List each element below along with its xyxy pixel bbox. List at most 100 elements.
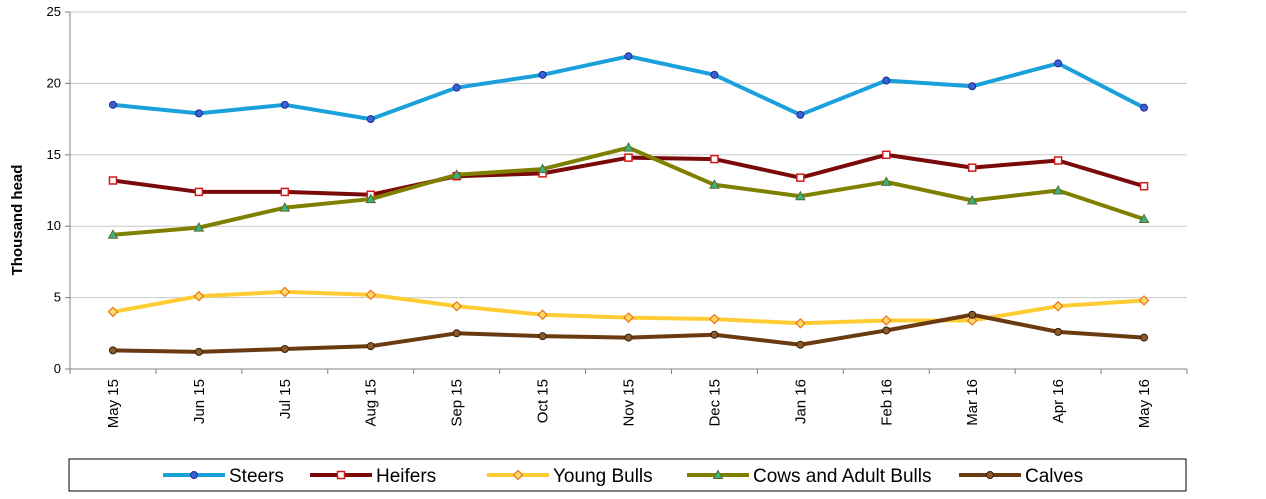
data-point xyxy=(710,154,719,164)
data-point xyxy=(966,315,978,326)
data-point xyxy=(365,289,377,301)
data-point xyxy=(194,347,203,356)
data-point xyxy=(880,315,892,326)
x-tick-label: Jul 15 xyxy=(277,379,294,419)
data-point xyxy=(190,471,198,479)
legend-label: Calves xyxy=(1025,466,1083,487)
y-axis-title: Thousand head xyxy=(9,165,26,276)
series-group xyxy=(107,52,1150,356)
x-tick-label: Jan 16 xyxy=(792,379,809,424)
x-tick-label: Feb 16 xyxy=(878,379,895,426)
y-tick-label: 10 xyxy=(47,218,61,233)
data-point xyxy=(1138,213,1150,224)
x-tick-label: Apr 16 xyxy=(1050,379,1067,423)
x-tick-label: May 15 xyxy=(105,379,122,428)
x-tick-label: Dec 15 xyxy=(706,379,723,427)
data-point xyxy=(280,187,290,197)
data-point xyxy=(623,142,634,152)
data-point xyxy=(538,70,547,79)
data-point xyxy=(794,190,806,201)
y-tick-label: 25 xyxy=(47,4,61,19)
data-point xyxy=(709,313,720,325)
legend-label: Young Bulls xyxy=(553,466,653,487)
data-point xyxy=(1054,59,1063,68)
data-point xyxy=(512,469,524,481)
data-point xyxy=(194,109,203,118)
legend-label: Cows and Adult Bulls xyxy=(753,466,932,487)
x-tick-label: Oct 15 xyxy=(535,379,552,423)
data-point xyxy=(880,176,892,186)
data-point xyxy=(107,306,119,318)
x-tick-label: Mar 16 xyxy=(964,379,981,426)
data-point xyxy=(1052,184,1064,195)
series-heifers xyxy=(108,150,1149,200)
data-point xyxy=(624,52,633,61)
data-point xyxy=(796,173,805,182)
y-tick-label: 5 xyxy=(54,290,61,305)
data-point xyxy=(1140,103,1149,112)
data-point xyxy=(1054,327,1063,336)
data-point xyxy=(279,202,291,212)
y-tick-label: 0 xyxy=(54,361,61,376)
data-point xyxy=(1052,300,1064,312)
data-point xyxy=(194,187,204,197)
x-tick-label: Nov 15 xyxy=(621,379,638,427)
legend: Steers Heifers Young Bulls Cows and Adult B… xyxy=(68,458,1187,492)
data-point xyxy=(968,310,977,319)
data-point xyxy=(537,163,548,174)
data-point xyxy=(108,100,117,109)
data-point xyxy=(193,290,205,302)
data-point xyxy=(796,340,805,349)
data-point xyxy=(624,153,633,162)
data-point xyxy=(710,330,719,339)
data-point xyxy=(794,317,806,329)
data-point xyxy=(796,110,805,119)
data-point xyxy=(966,194,978,205)
data-point xyxy=(108,346,117,355)
data-point xyxy=(280,100,289,109)
legend-item: Calves xyxy=(959,466,1083,487)
data-point xyxy=(712,469,724,479)
y-tick-label: 20 xyxy=(47,75,61,90)
x-tick-label: May 16 xyxy=(1136,379,1153,428)
legend-item: Steers xyxy=(163,466,284,487)
x-tick-label: Sep 15 xyxy=(449,379,466,427)
data-point xyxy=(108,176,118,185)
data-point xyxy=(365,193,377,204)
data-point xyxy=(967,163,977,172)
x-tick-label: Aug 15 xyxy=(363,379,380,427)
x-tick-labels: May 15 Jun 15 Jul 15 Aug 15 Sep 15 Oct 15 Nov … xyxy=(105,379,1153,428)
legend-item: Cows and Adult Bulls xyxy=(687,466,932,487)
data-point xyxy=(623,312,634,323)
data-point xyxy=(882,76,891,85)
series-young-bulls xyxy=(107,286,1150,329)
data-point xyxy=(279,286,291,298)
data-point xyxy=(538,332,547,341)
y-tick-labels: 0 5 10 15 20 25 xyxy=(47,4,61,376)
legend-item: Heifers xyxy=(310,466,436,487)
data-point xyxy=(1139,181,1149,191)
data-point xyxy=(452,329,461,338)
data-point xyxy=(107,229,119,239)
axes xyxy=(65,11,1188,374)
data-point xyxy=(451,169,463,179)
series-line xyxy=(112,54,1145,122)
x-tick-label: Jun 15 xyxy=(191,379,208,424)
data-point xyxy=(1053,156,1063,165)
data-point xyxy=(280,345,289,354)
data-point xyxy=(882,150,891,160)
data-point xyxy=(986,471,994,479)
data-point xyxy=(1138,295,1150,306)
legend-label: Steers xyxy=(229,466,284,487)
data-point xyxy=(537,309,548,321)
data-point xyxy=(1140,333,1149,342)
data-point xyxy=(336,470,346,480)
legend-item: Young Bulls xyxy=(487,466,653,487)
series-calves xyxy=(108,310,1149,356)
data-point xyxy=(709,179,720,189)
data-point xyxy=(710,70,719,79)
series-steers xyxy=(108,52,1149,124)
data-point xyxy=(452,83,461,92)
series-cows-and-adult-bulls xyxy=(107,142,1150,239)
